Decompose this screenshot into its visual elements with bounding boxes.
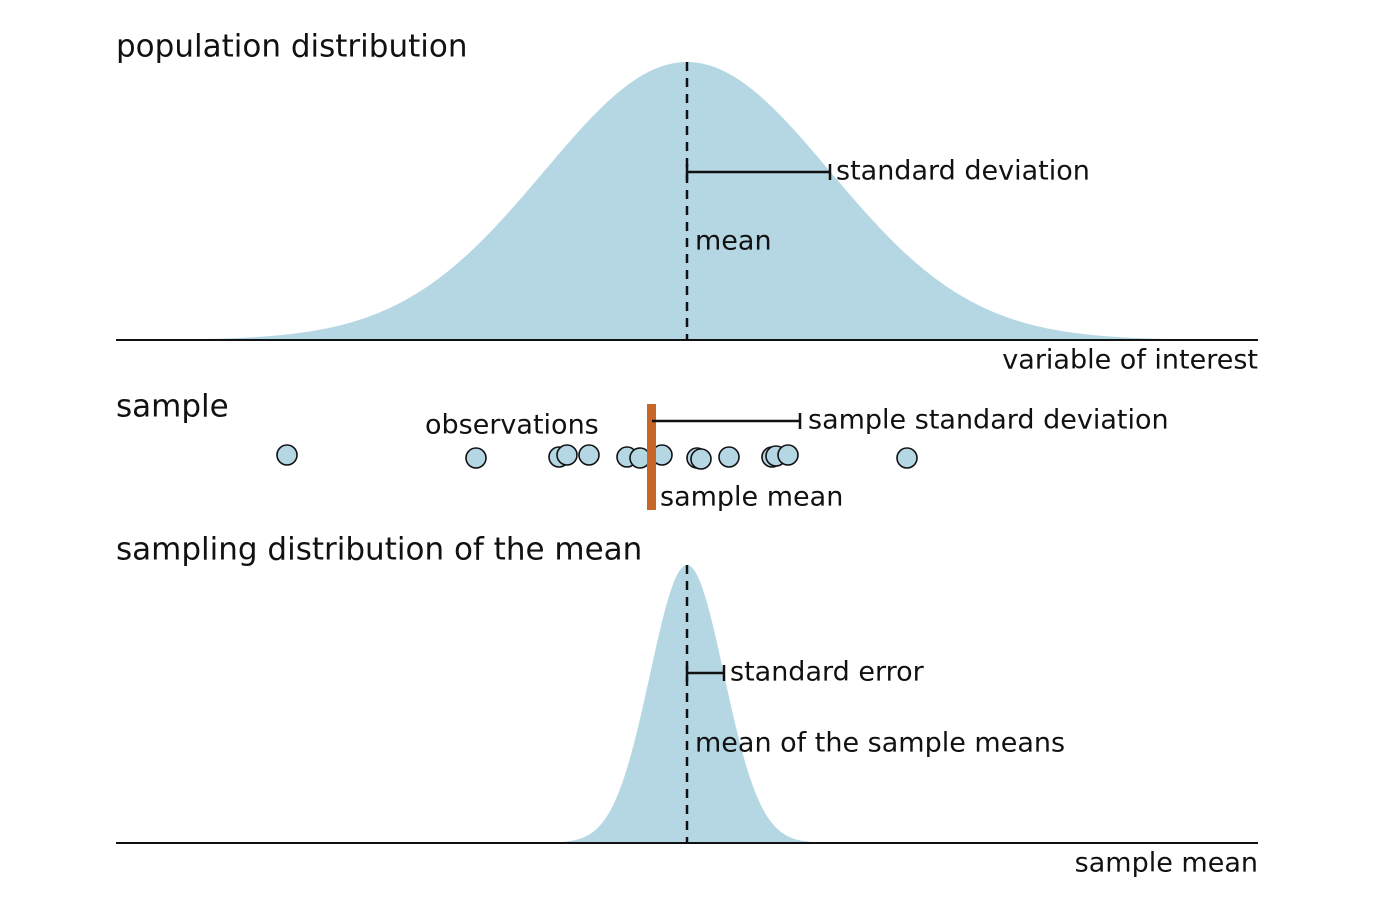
mean-of-means-label: mean of the sample means	[695, 728, 1065, 759]
observations-label: observations	[425, 410, 599, 441]
sampling-curve	[116, 565, 1258, 843]
sampling-axis-label: sample mean	[1075, 848, 1258, 879]
se-bar	[685, 665, 726, 681]
sampling-title: sampling distribution of the mean	[116, 532, 642, 568]
sd-label: standard deviation	[836, 156, 1090, 187]
population-curve	[116, 62, 1258, 340]
axis-label: variable of interest	[1002, 345, 1258, 376]
sample-mean-label: sample mean	[660, 482, 843, 513]
population-title: population distribution	[116, 29, 467, 65]
observations	[276, 444, 918, 470]
sample-sd-bar	[652, 413, 802, 429]
mean-label: mean	[695, 226, 772, 257]
se-label: standard error	[730, 657, 925, 688]
sd-bar	[685, 164, 832, 180]
sample-sd-label: sample standard deviation	[808, 405, 1169, 436]
sample-mean-bar	[647, 404, 656, 510]
sample-title: sample	[116, 389, 229, 425]
